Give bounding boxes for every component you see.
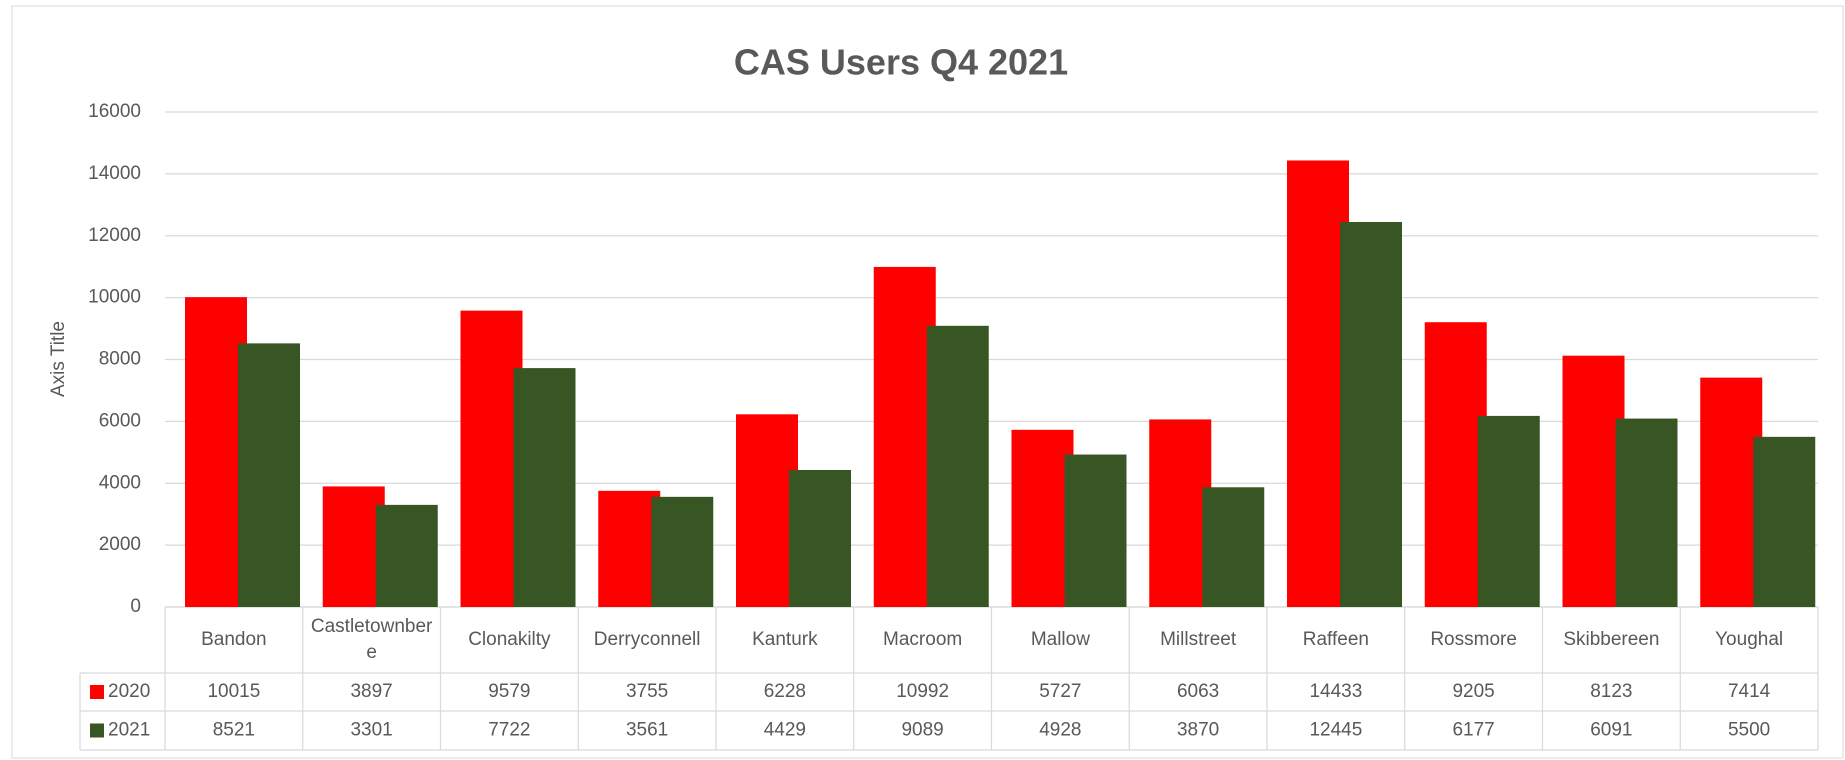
y-axis-title: Axis Title (48, 321, 69, 397)
x-tick-label: Macroom (883, 629, 963, 650)
y-tick-label: 8000 (99, 349, 141, 370)
category-cell: Youghal (1715, 629, 1784, 650)
x-tick-label: Derryconnell (593, 629, 701, 650)
data-table-value: 10992 (896, 681, 949, 702)
data-table-value: 3870 (1177, 720, 1219, 741)
bar (598, 490, 661, 607)
bar (513, 368, 576, 607)
data-table-value: 6063 (1177, 681, 1219, 702)
y-tick-label: 12000 (88, 225, 141, 246)
data-table-value: 5500 (1728, 720, 1770, 741)
data-table-value: 3561 (626, 720, 668, 741)
bar (1615, 418, 1678, 607)
category-cell: Raffeen (1302, 629, 1369, 650)
x-tick-label: Raffeen (1302, 629, 1369, 650)
category-cell: Clonakilty (468, 629, 551, 650)
category-cell: Skibbereen (1563, 629, 1660, 650)
data-table-value: 10015 (207, 681, 260, 702)
y-tick-label: 10000 (88, 287, 141, 308)
y-tick-label: 0 (130, 596, 141, 617)
bar (1477, 415, 1540, 607)
data-table-value: 6228 (764, 681, 806, 702)
data-table-value: 4429 (764, 720, 806, 741)
bar (460, 310, 523, 607)
legend-label: 2021 (108, 720, 150, 741)
data-table-value: 3755 (626, 681, 668, 702)
bar (1149, 419, 1212, 607)
x-tick-label: Millstreet (1160, 629, 1237, 650)
bar (736, 414, 798, 607)
data-table-value: 3897 (350, 681, 392, 702)
category-cell: Kanturk (752, 629, 818, 650)
data-table-value: 8123 (1590, 681, 1632, 702)
bar (1202, 487, 1265, 607)
category-cell: Macroom (883, 629, 963, 650)
y-tick-label: 6000 (99, 410, 141, 431)
data-table-value: 4928 (1039, 720, 1081, 741)
bar (1011, 429, 1074, 607)
legend-swatch (90, 723, 104, 738)
x-tick-label: Youghal (1715, 629, 1784, 650)
bar (1700, 377, 1763, 607)
bar (1562, 355, 1625, 607)
data-table-value: 12445 (1309, 720, 1362, 741)
bar (238, 343, 300, 607)
y-tick-label: 4000 (99, 472, 141, 493)
data-table-value: 5727 (1039, 681, 1081, 702)
data-table-value: 9579 (488, 681, 530, 702)
bar (322, 486, 385, 607)
bar (185, 297, 247, 607)
x-tick-label: Skibbereen (1563, 629, 1660, 650)
bar (375, 504, 438, 607)
category-cell: Millstreet (1160, 629, 1237, 650)
data-table-value: 9089 (901, 720, 943, 741)
x-tick-label: Bandon (201, 629, 267, 650)
bar (926, 325, 989, 607)
category-cell: Bandon (201, 629, 267, 650)
x-tick-label: Rossmore (1430, 629, 1517, 650)
bar (1287, 160, 1349, 607)
y-tick-label: 2000 (99, 534, 141, 555)
x-tick-label: Mallow (1030, 629, 1090, 650)
data-table-value: 8521 (213, 720, 255, 741)
y-tick-label: 14000 (88, 163, 141, 184)
bar (1753, 436, 1816, 607)
data-table-value: 7414 (1728, 681, 1771, 702)
category-cell: Mallow (1030, 629, 1090, 650)
data-table-value: 9205 (1452, 681, 1494, 702)
y-tick-label: 16000 (88, 101, 141, 122)
category-cell: Rossmore (1430, 629, 1517, 650)
bar (1064, 454, 1127, 607)
bar (1424, 322, 1487, 607)
chart-title: CAS Users Q4 2021 (734, 42, 1068, 83)
bar (873, 266, 936, 607)
data-table-value: 14433 (1309, 681, 1362, 702)
legend-swatch (90, 685, 104, 699)
data-table-value: 3301 (350, 720, 392, 741)
bar (1340, 221, 1402, 607)
legend-label: 2020 (108, 681, 150, 702)
x-tick-label: Kanturk (752, 629, 818, 650)
bar (789, 469, 851, 607)
category-cell: Derryconnell (593, 629, 701, 650)
x-tick-label: Clonakilty (468, 629, 551, 650)
x-tick-label: Castletownbere (310, 616, 433, 663)
data-table-value: 6091 (1590, 720, 1632, 741)
data-table-value: 7722 (488, 720, 530, 741)
category-cell: Castletownbere (310, 616, 433, 663)
data-table-value: 6177 (1452, 720, 1494, 741)
bar (651, 496, 714, 607)
